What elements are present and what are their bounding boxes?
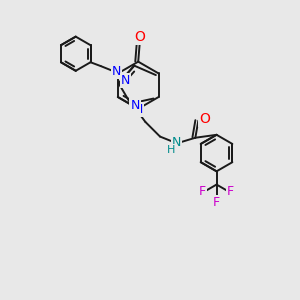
Text: N: N: [121, 74, 130, 87]
Text: F: F: [227, 185, 234, 198]
Text: O: O: [199, 112, 210, 126]
Text: N: N: [130, 99, 140, 112]
Text: F: F: [213, 196, 220, 209]
Text: H: H: [167, 145, 175, 154]
Text: N: N: [112, 65, 121, 79]
Text: F: F: [199, 185, 206, 198]
Text: N: N: [134, 103, 143, 116]
Text: O: O: [135, 30, 146, 44]
Text: N: N: [172, 136, 182, 149]
